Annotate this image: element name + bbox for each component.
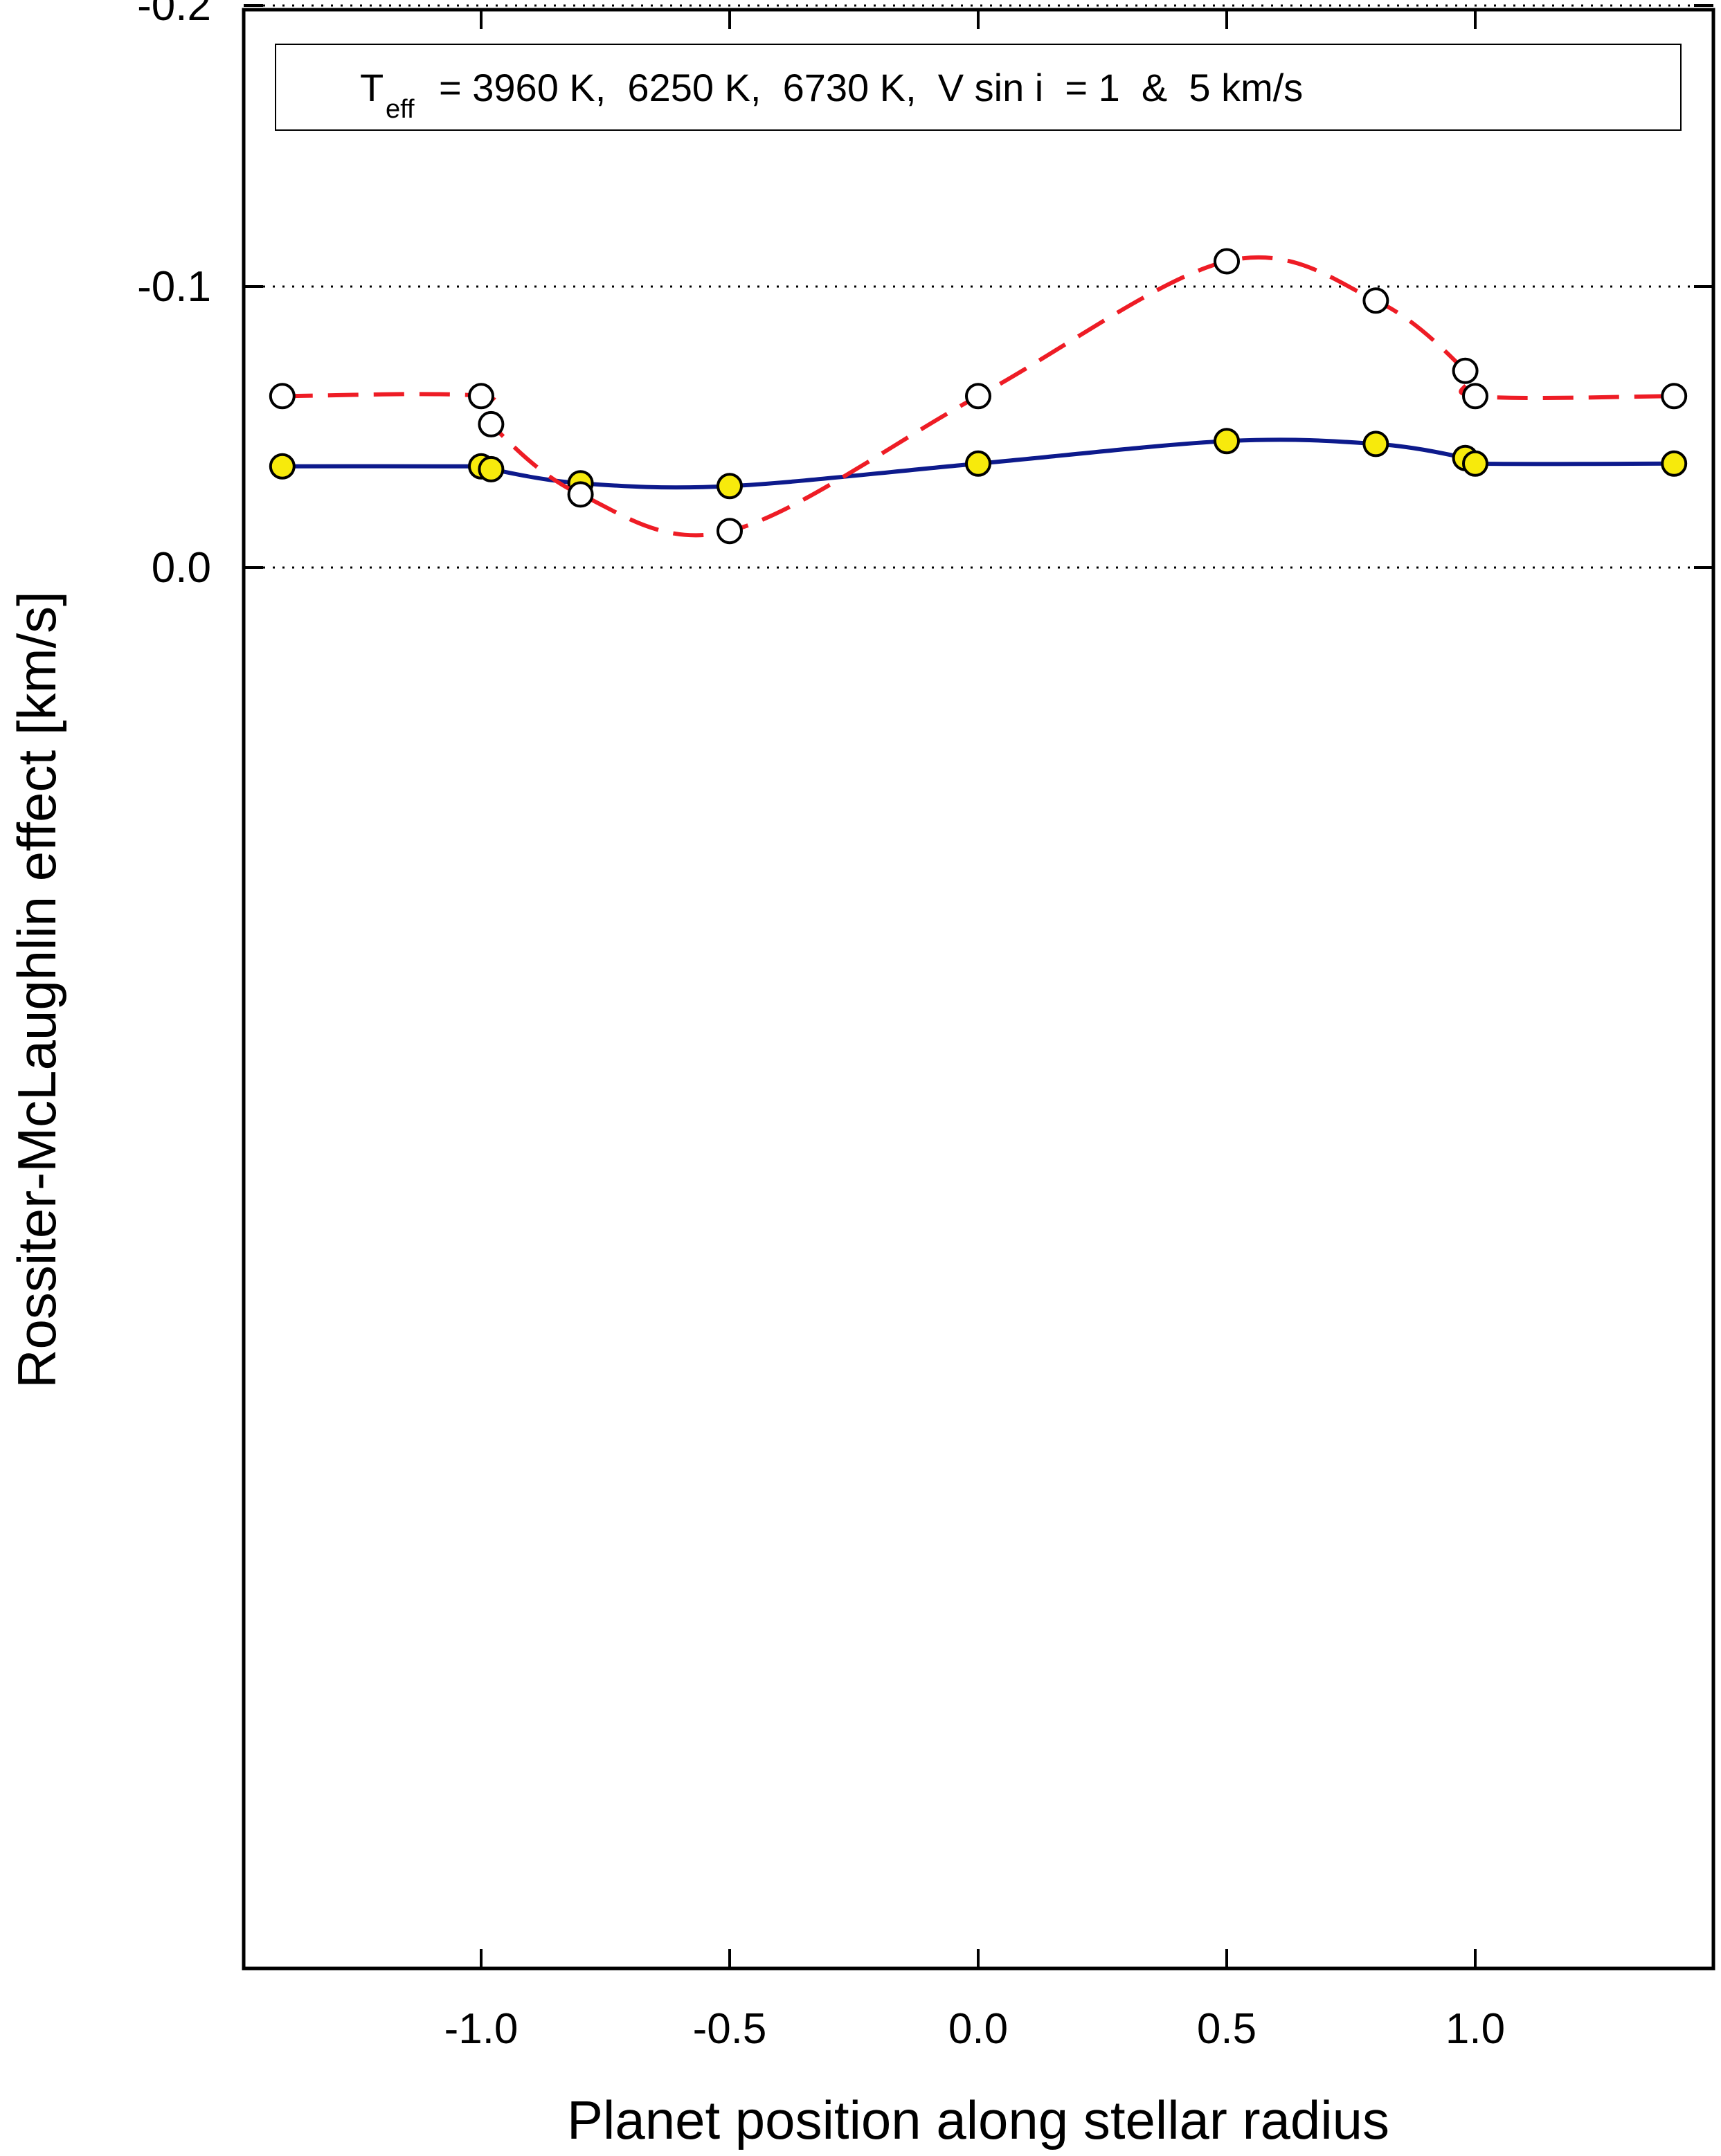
data-point <box>468 383 494 410</box>
data-point <box>1362 287 1389 314</box>
y-tick-label: -0.2 <box>137 0 211 30</box>
data-point <box>1661 383 1688 410</box>
data-point <box>567 481 594 508</box>
data-point <box>1214 428 1240 455</box>
data-point <box>1214 248 1240 275</box>
data-point <box>269 383 296 410</box>
data-point <box>478 410 505 437</box>
y-tick-label: 0.0 <box>152 544 211 592</box>
axes-ticks: 0.0-0.1-0.2-0.3-0.4-0.5-1.0-0.50.00.51.0 <box>137 0 1713 2053</box>
data-point <box>717 473 743 500</box>
data-point <box>269 453 296 480</box>
data-point <box>1462 450 1488 477</box>
x-tick-label: -0.5 <box>693 2005 767 2053</box>
data-point <box>1661 450 1688 477</box>
legend-teff-subscript: eff <box>386 95 415 124</box>
legend-box: T eff = 3960 K, 6250 K, 6730 K, V sin i … <box>275 44 1682 131</box>
legend-teff-symbol: T <box>360 66 384 109</box>
data-point <box>1362 431 1389 458</box>
x-tick-label: -1.0 <box>444 2005 519 2053</box>
data-point <box>478 455 505 482</box>
data-point <box>717 518 743 545</box>
data-point <box>965 383 991 410</box>
data-point <box>965 450 991 477</box>
x-axis-title: Planet position along stellar radius <box>567 2090 1389 2150</box>
y-tick-label: -0.1 <box>137 263 211 311</box>
data-point <box>1462 383 1488 410</box>
y-axis-title: Rossiter-McLaughlin effect [km/s] <box>6 591 67 1388</box>
x-tick-label: 0.0 <box>948 2005 1008 2053</box>
x-tick-label: 0.5 <box>1197 2005 1256 2053</box>
series-layer <box>269 248 1688 545</box>
legend-text: = 3960 K, 6250 K, 6730 K, V sin i = 1 & … <box>439 66 1303 109</box>
x-tick-label: 1.0 <box>1445 2005 1505 2053</box>
series-2 <box>269 248 1688 545</box>
data-point <box>1452 357 1479 384</box>
